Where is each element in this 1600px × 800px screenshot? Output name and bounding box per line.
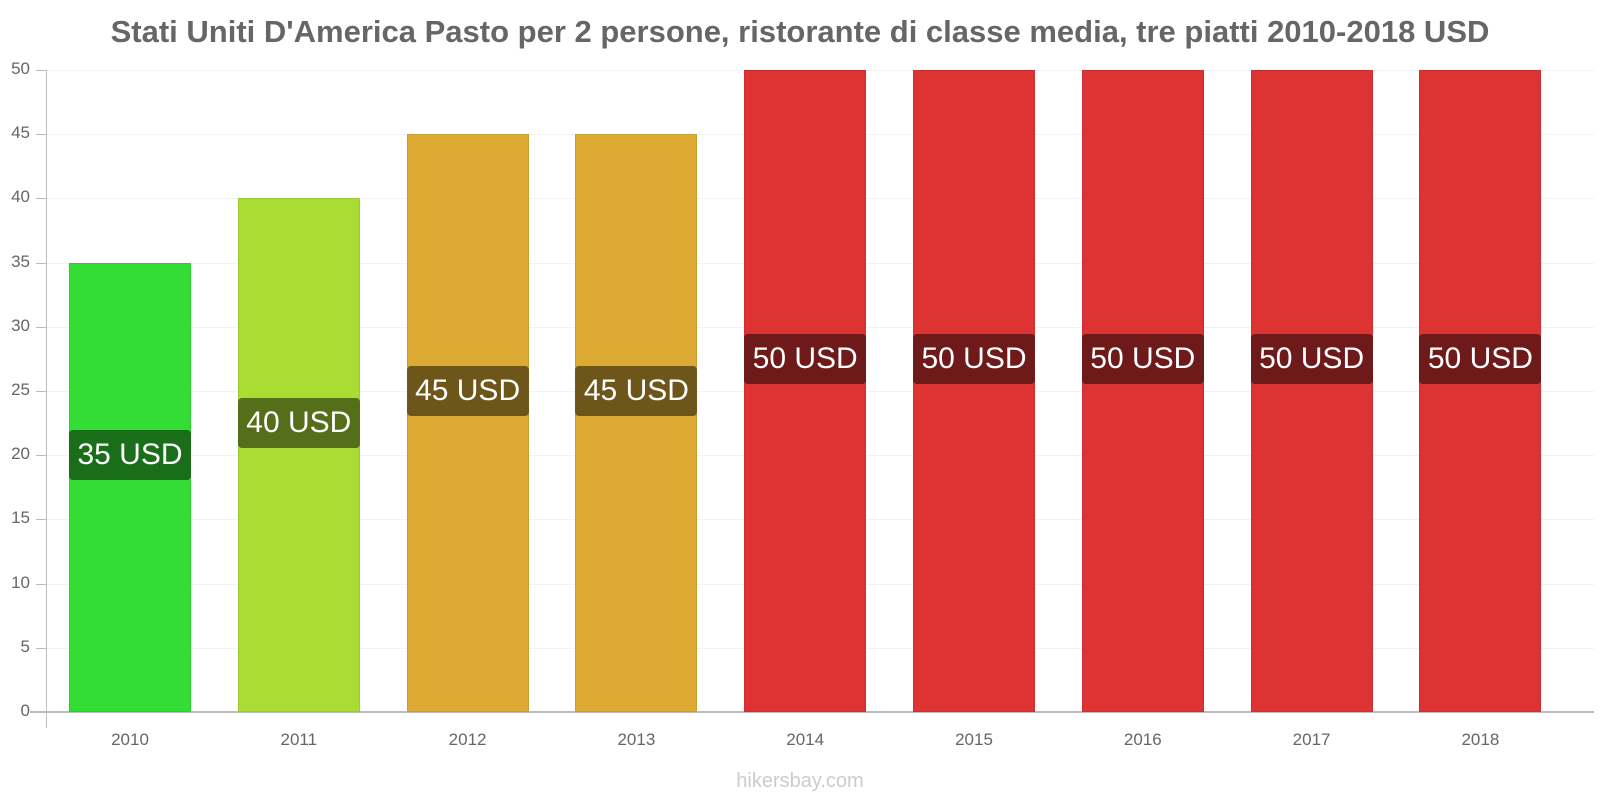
value-label-2016: 50 USD [1082,334,1204,384]
y-tick-mark [36,391,46,392]
y-tick-mark [36,70,46,71]
bar-2018[interactable] [1419,70,1541,712]
value-label-2011: 40 USD [238,398,360,448]
x-tick-label: 2010 [90,730,170,750]
x-tick-label: 2012 [428,730,508,750]
value-label-2010: 35 USD [69,430,191,480]
bar-2017[interactable] [1251,70,1373,712]
value-label-2013: 45 USD [575,366,697,416]
y-axis-line [46,70,47,728]
y-tick-label: 25 [0,380,30,400]
y-tick-mark [36,519,46,520]
value-label-2015: 50 USD [913,334,1035,384]
bar-2013[interactable] [575,134,697,712]
value-label-2017: 50 USD [1251,334,1373,384]
y-tick-label: 45 [0,123,30,143]
source-watermark: hikersbay.com [0,770,1600,793]
y-tick-mark [36,455,46,456]
x-tick-label: 2016 [1103,730,1183,750]
y-tick-mark [36,648,46,649]
x-tick-label: 2015 [934,730,1014,750]
bar-2014[interactable] [744,70,866,712]
y-tick-label: 20 [0,444,30,464]
y-tick-label: 15 [0,508,30,528]
bar-2016[interactable] [1082,70,1204,712]
y-tick-label: 40 [0,187,30,207]
y-tick-label: 30 [0,316,30,336]
y-tick-mark [36,198,46,199]
x-tick-label: 2018 [1440,730,1520,750]
x-tick-label: 2014 [765,730,845,750]
x-tick-label: 2017 [1272,730,1352,750]
x-tick-label: 2013 [596,730,676,750]
bar-2011[interactable] [238,198,360,712]
bar-2012[interactable] [407,134,529,712]
y-tick-label: 50 [0,59,30,79]
y-tick-mark [36,263,46,264]
y-tick-label: 35 [0,252,30,272]
y-tick-label: 5 [0,637,30,657]
y-tick-mark [36,584,46,585]
bar-2015[interactable] [913,70,1035,712]
value-label-2012: 45 USD [407,366,529,416]
y-tick-label: 10 [0,573,30,593]
bar-2010[interactable] [69,263,191,712]
x-tick-label: 2011 [259,730,339,750]
chart-title: Stati Uniti D'America Pasto per 2 person… [0,14,1600,50]
y-tick-label: 0 [0,701,30,721]
y-tick-mark [36,327,46,328]
value-label-2014: 50 USD [744,334,866,384]
y-tick-mark [36,134,46,135]
value-label-2018: 50 USD [1419,334,1541,384]
